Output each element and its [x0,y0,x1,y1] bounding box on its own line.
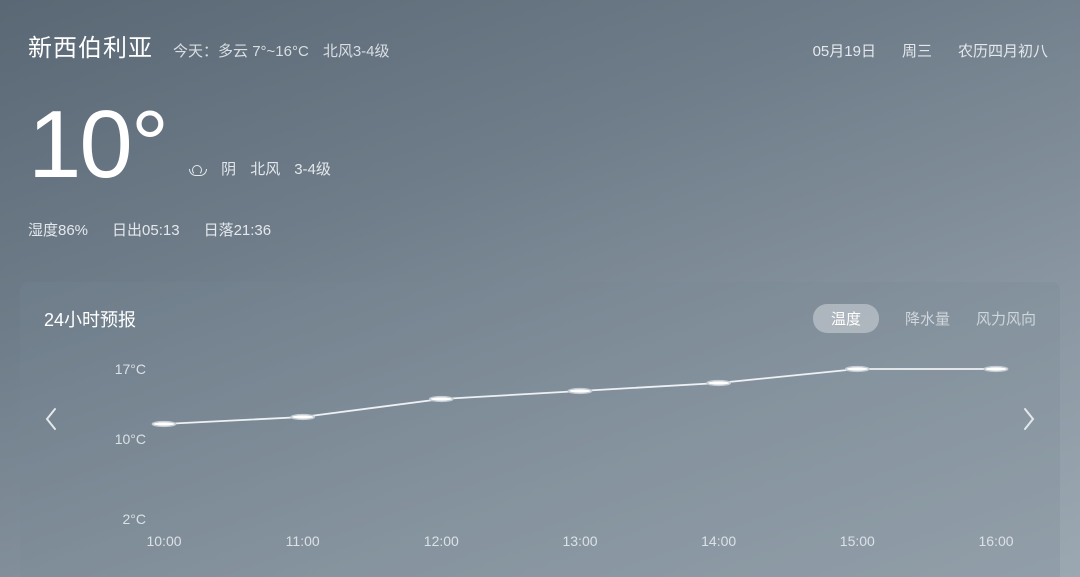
current-condition: 阴 [221,158,236,179]
stats-row: 湿度86% 日出05:13 日落21:36 [0,193,1080,240]
x-tick-label: 15:00 [840,533,875,549]
x-tick-label: 14:00 [701,533,736,549]
sunset-text: 日落21:36 [204,219,272,240]
current-block: 10° 阴 北风 3-4级 [0,63,1080,193]
date-text: 05月19日 [813,40,876,61]
current-wind-level: 3-4级 [294,158,331,179]
humidity-text: 湿度86% [28,219,88,240]
temperature-marker [568,389,591,394]
today-label: 今天： [173,43,218,60]
temperature-line [164,369,996,424]
temperature-marker [430,397,453,402]
temperature-marker [152,422,175,427]
y-tick-label: 17°C [115,361,146,377]
chart-svg [164,349,996,519]
temperature-marker [984,367,1007,372]
tab-temperature[interactable]: 温度 [813,304,879,333]
panel-header: 24小时预报 温度 降水量 风力风向 [44,304,1036,333]
x-tick-label: 10:00 [146,533,181,549]
header-right: 05月19日 周三 农历四月初八 [813,40,1048,61]
current-wind-dir: 北风 [250,158,280,179]
today-range: 7°~16°C [252,43,309,60]
header-left: 新西伯利亚 今天：多云 7°~16°C 北风3-4级 [28,28,390,63]
x-tick-label: 13:00 [562,533,597,549]
y-tick-label: 10°C [115,431,146,447]
x-tick-label: 12:00 [424,533,459,549]
chevron-left-icon [44,407,58,431]
temperature-marker [846,367,869,372]
weekday-text: 周三 [902,40,932,61]
tab-wind[interactable]: 风力风向 [976,308,1036,329]
chart-plot [164,349,996,519]
chevron-right-icon [1022,407,1036,431]
y-tick-label: 2°C [123,511,147,527]
temperature-marker [291,415,314,420]
forecast-panel: 24小时预报 温度 降水量 风力风向 17°C 10°C 2°C 10:00 11:0… [20,282,1060,577]
today-label-and-condition: 今天：多云 7°~16°C [173,40,309,61]
today-summary: 今天：多云 7°~16°C 北风3-4级 [173,40,390,61]
city-name: 新西伯利亚 [28,28,153,63]
current-detail: 阴 北风 3-4级 [189,158,331,193]
temperature-marker [707,381,730,386]
chart-area: 17°C 10°C 2°C 10:00 11:00 12:00 13:00 14:00 15:… [44,349,1036,565]
x-tick-label: 11:00 [286,533,320,549]
chart-next-button[interactable] [1022,407,1036,431]
today-condition: 多云 [218,43,248,60]
tab-precipitation[interactable]: 降水量 [905,308,950,329]
lunar-text: 农历四月初八 [958,40,1048,61]
today-wind: 北风3-4级 [323,40,390,61]
y-axis-labels: 17°C10°C2°C [96,349,146,519]
sunrise-text: 日出05:13 [112,219,180,240]
header-bar: 新西伯利亚 今天：多云 7°~16°C 北风3-4级 05月19日 周三 农历四… [0,0,1080,63]
panel-title: 24小时预报 [44,306,136,332]
chart-prev-button[interactable] [44,407,58,431]
x-tick-label: 16:00 [978,533,1013,549]
cloud-icon [189,162,207,176]
current-temperature: 10° [28,97,167,193]
chart-tabs: 温度 降水量 风力风向 [813,304,1036,333]
